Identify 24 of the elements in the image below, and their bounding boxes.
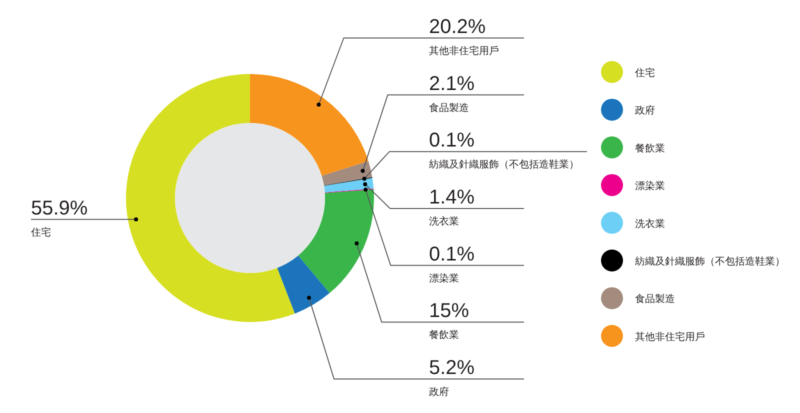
data-label: 2.1%: [429, 72, 475, 95]
slice-label: 食品製造: [429, 102, 469, 114]
data-label: 15%: [429, 300, 470, 322]
legend-label: 政府: [635, 106, 655, 117]
data-label: 0.1%: [429, 130, 475, 152]
legend-label: 紡織及針織服飾（不包括造鞋業）: [635, 256, 785, 268]
data-label: 1.4%: [429, 186, 475, 208]
data-label: 20.2%: [429, 16, 486, 38]
slice-label: 洗衣業: [429, 216, 459, 228]
slice-label: 政府: [429, 387, 449, 398]
data-label: 55.9%: [31, 197, 88, 220]
data-label: 5.2%: [429, 357, 475, 379]
slice-label: 紡織及針織服飾（不包括造鞋業）: [429, 160, 579, 171]
legend-label: 食品製造: [635, 294, 675, 306]
legend-label: 其他非住宅用戶: [635, 332, 705, 343]
slice-label: 住宅: [31, 227, 51, 238]
legend-label: 餐飲業: [635, 143, 665, 154]
slice-label: 其他非住宅用戶: [429, 46, 499, 57]
legend-label: 漂染業: [635, 181, 665, 192]
legend-label: 洗衣業: [635, 218, 665, 230]
data-label: 0.1%: [429, 243, 475, 266]
legend-label: 住宅: [635, 68, 655, 79]
slice-label: 餐飲業: [429, 330, 459, 342]
slice-label: 漂染業: [429, 273, 459, 284]
